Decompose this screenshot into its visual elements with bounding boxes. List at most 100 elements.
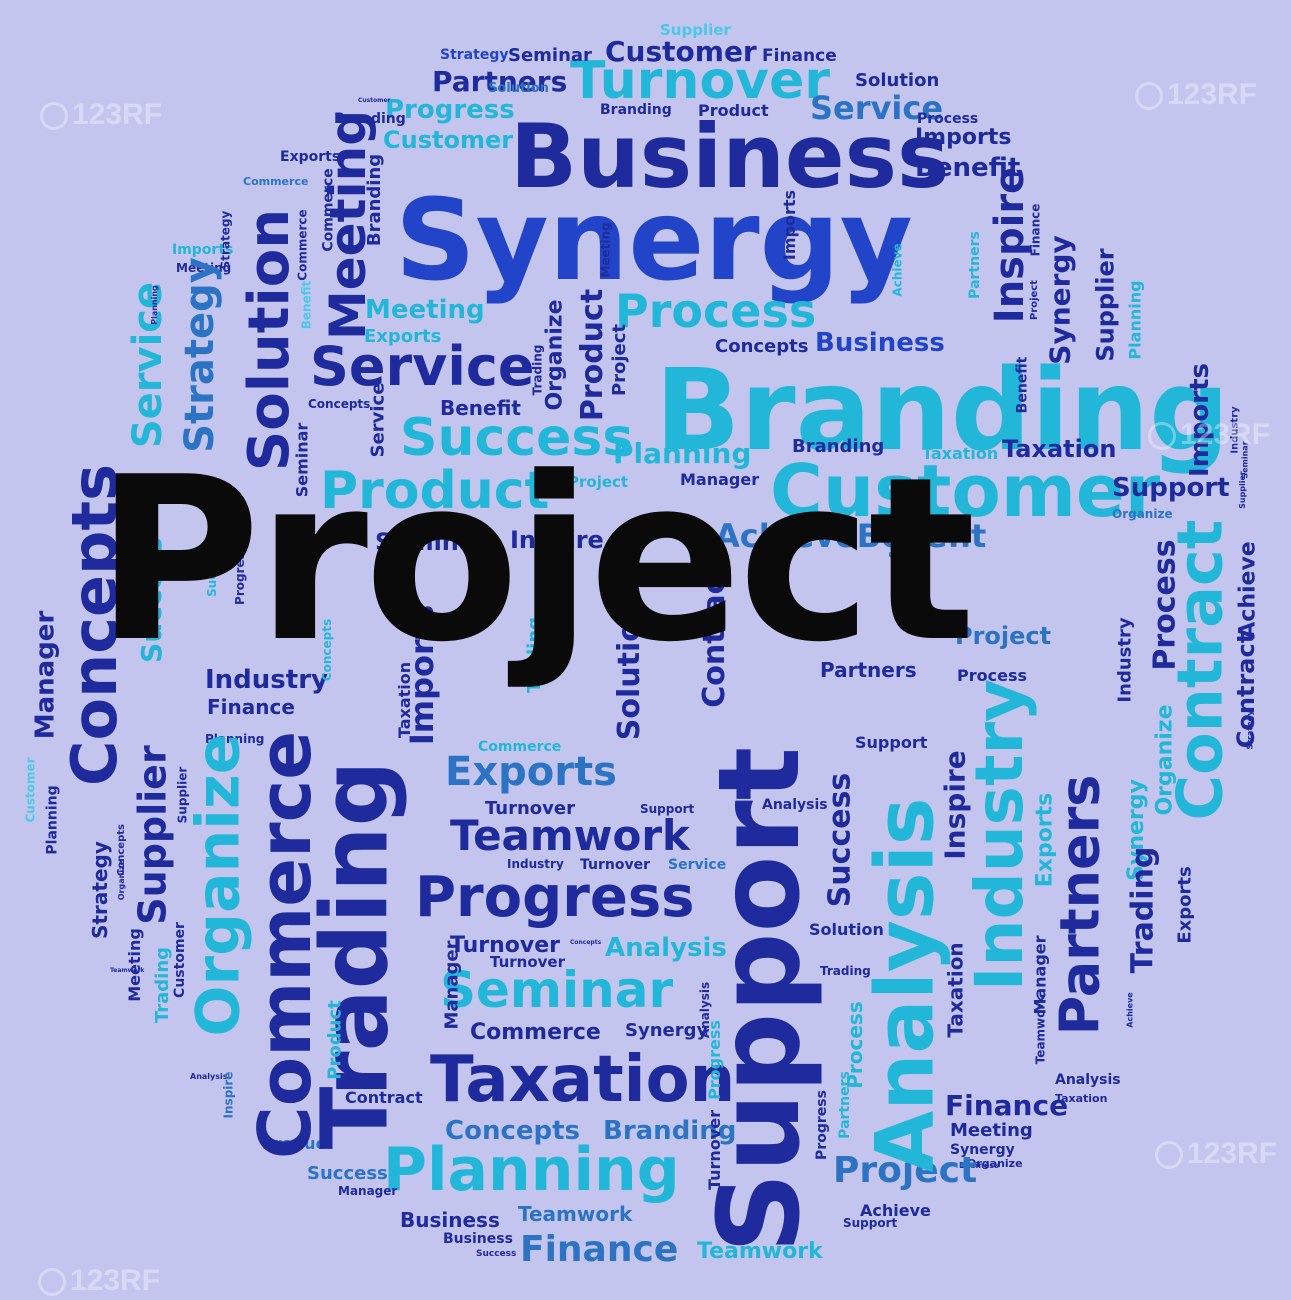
word-progress: Progress [415, 865, 695, 930]
word-customer: Customer [358, 97, 391, 104]
word-service: Service [810, 89, 944, 127]
word-branding: Branding [334, 111, 406, 127]
vword-teamwork: Teamwork [1032, 995, 1047, 1065]
word-planning: Planning [613, 437, 752, 470]
vword-industry: Industry [961, 678, 1039, 992]
word-taxation: Taxation [1002, 435, 1117, 463]
word-meeting: Meeting [365, 295, 485, 325]
vword-project: Project [1029, 279, 1041, 321]
word-customer: Customer [770, 449, 1161, 533]
vword-achieve: Achieve [1235, 541, 1261, 639]
word-teamwork: Teamwork [518, 1202, 633, 1226]
vword-exports: Exports [1031, 792, 1057, 888]
word-commerce: Commerce [478, 739, 562, 755]
word-customer: Customer [383, 126, 514, 154]
vword-inspire: Inspire [220, 1071, 235, 1119]
word-manager: Manager [680, 470, 760, 489]
word-process: Process [917, 111, 979, 127]
word-turnover: Turnover [490, 953, 565, 971]
word-service: Service [668, 857, 727, 873]
word-exports: Exports [364, 326, 442, 347]
word-imports: Imports [172, 242, 234, 258]
vword-customer: Customer [171, 922, 188, 998]
word-industry: Industry [205, 665, 328, 695]
vword-benefit: Benefit [1013, 356, 1030, 414]
word-product: Product [262, 1134, 333, 1153]
word-project: Project [955, 622, 1052, 650]
vword-organize: Organize [117, 859, 127, 901]
vword-manager: Manager [441, 940, 462, 1030]
word-concepts: Concepts [570, 939, 602, 946]
vword-trading: Trading [1124, 846, 1160, 974]
word-benefit: Benefit [440, 396, 521, 420]
word-support: Support [843, 1216, 898, 1230]
word-analysis: Analysis [1055, 1072, 1121, 1088]
word-support: Support [855, 733, 928, 752]
word-taxation: Taxation [1055, 1092, 1108, 1105]
vword-exports: Exports [1174, 866, 1196, 944]
word-taxation: Taxation [430, 1043, 736, 1117]
vword-benefit: Benefit [298, 280, 313, 330]
word-imports: Imports [915, 125, 1012, 150]
word-teamwork: Teamwork [110, 967, 145, 974]
word-customer: Customer [605, 35, 757, 68]
watermark-logo-icon [1155, 1141, 1183, 1170]
word-teamwork: Teamwork [697, 1239, 823, 1264]
watermark-logo-icon [1148, 422, 1176, 451]
word-achievebenefit: AchieveBenefit [715, 517, 987, 555]
word-organize: Organize [1112, 507, 1173, 521]
word-commerce: Commerce [470, 1020, 601, 1045]
vword-imports: Imports [780, 189, 800, 261]
watermark-logo-icon [40, 102, 68, 131]
word-branding: Branding [655, 346, 1230, 476]
vword-trading: Trading [152, 946, 174, 1024]
word-teamwork: Teamwork [450, 811, 690, 860]
word-branding: Branding [792, 436, 885, 457]
word-solution: Solution [809, 920, 884, 939]
vword-service: Service [125, 281, 172, 449]
word-concepts: Concepts [308, 397, 371, 411]
word-seminar: Seminar [440, 961, 674, 1019]
word-solution: Solution [855, 70, 940, 91]
word-strategy: Strategy [440, 47, 509, 63]
vword-meeting: Meeting [124, 928, 144, 1002]
vword-progress: Progress [813, 1090, 830, 1160]
vword-strategy: Strategy [176, 257, 223, 453]
word-progress: Progress [385, 95, 515, 125]
vword-commerce: Commerce [320, 168, 337, 252]
vword-success: Success [821, 772, 857, 908]
word-success: Success [476, 1249, 517, 1259]
word-process: Process [957, 666, 1027, 685]
word-industry: Industry [507, 857, 564, 871]
word-solution: Solution [488, 81, 549, 96]
vword-supplier: Supplier [1091, 248, 1120, 362]
watermark: 123RF [38, 1264, 160, 1298]
word-service: Service [310, 335, 535, 398]
vword-strategy: Strategy [87, 841, 112, 939]
word-support: Support [1112, 473, 1230, 503]
vword-finance: Finance [1027, 203, 1042, 257]
vword-industry: Industry [1114, 617, 1136, 703]
vword-turnover: Turnover [705, 1110, 724, 1190]
word-turnover: Turnover [485, 798, 575, 819]
vword-inspire: Inspire [987, 166, 1034, 324]
vword-organize: Organize [182, 733, 253, 1037]
word-partners: Partners [432, 65, 568, 98]
vword-synergy: Synergy [1043, 235, 1077, 365]
main-word-project: Project [95, 429, 976, 692]
word-project: Project [568, 473, 629, 491]
word-manager: Manager [338, 1184, 398, 1198]
word-turnover: Turnover [570, 51, 830, 111]
word-business: Business [815, 328, 945, 358]
vword-meeting: Meeting [598, 222, 613, 278]
word-branding: Branding [603, 1116, 737, 1146]
word-finance: Finance [762, 46, 837, 66]
word-turnover: Turnover [580, 857, 650, 873]
vword-branding: Branding [364, 153, 386, 247]
word-synergy: Synergy [395, 176, 913, 306]
word-commerce: Commerce [243, 175, 309, 188]
word-exports: Exports [445, 749, 617, 795]
vword-planning: Planning [44, 785, 61, 855]
word-synergy: Synergy [625, 1020, 709, 1041]
word-business: Business [959, 1161, 999, 1170]
